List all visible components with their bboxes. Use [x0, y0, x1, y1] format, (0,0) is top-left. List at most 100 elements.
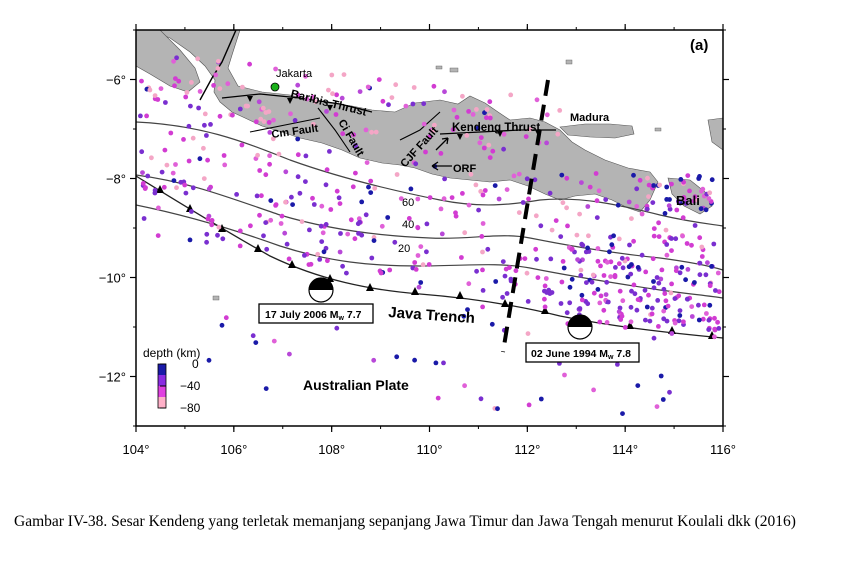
quake-dot: [676, 198, 681, 204]
quake-dot: [268, 217, 274, 223]
quake-dot: [220, 236, 226, 242]
quake-dot: [350, 184, 356, 190]
quake-dot: [250, 333, 256, 339]
quake-dot: [684, 241, 690, 246]
quake-dot: [664, 252, 670, 258]
quake-dot: [700, 316, 706, 322]
quake-dot: [442, 176, 447, 182]
quake-dot: [715, 319, 720, 325]
quake-dot: [635, 297, 641, 302]
quake-dot: [351, 132, 357, 138]
quake-dot: [411, 85, 417, 90]
quake-dot: [442, 89, 447, 95]
quake-dot: [304, 96, 310, 102]
quake-dot: [709, 264, 714, 269]
quake-dot: [410, 101, 416, 107]
quake-dot: [421, 101, 427, 107]
quake-dot: [532, 177, 538, 183]
jakarta-label: Jakarta: [276, 68, 313, 80]
quake-dot: [221, 153, 227, 158]
quake-dot: [492, 183, 498, 189]
quake-dot: [245, 103, 251, 109]
jakarta-marker: [270, 82, 280, 92]
quake-dot: [138, 113, 143, 119]
quake-dot: [707, 283, 713, 289]
quake-dot: [526, 402, 532, 408]
quake-dot: [651, 279, 656, 284]
quake-dot: [611, 233, 616, 239]
cjf-fault-line: [399, 111, 441, 141]
quake-dot: [609, 242, 615, 248]
quake-dot: [677, 308, 683, 313]
quake-dot: [303, 153, 309, 159]
quake-dot: [707, 302, 713, 308]
quake-dot: [189, 209, 194, 214]
quake-dot: [271, 117, 276, 123]
quake-dot: [334, 188, 340, 194]
quake-dot: [328, 207, 334, 212]
x-tick-label: 112°: [514, 442, 540, 457]
quake-dot: [525, 299, 531, 304]
quake-dot: [656, 280, 662, 286]
quake-dot: [560, 200, 566, 206]
quake-dot: [650, 256, 656, 262]
quake-dot: [357, 89, 363, 94]
quake-dot: [696, 317, 702, 323]
quake-dot: [627, 242, 632, 248]
quake-dot: [438, 206, 444, 212]
quake-dot: [657, 182, 662, 188]
quake-dot: [438, 151, 444, 156]
y-tick-label: −8°: [106, 172, 126, 187]
quake-dot: [542, 296, 547, 302]
quake-dot: [569, 247, 575, 252]
quake-dot: [283, 169, 289, 175]
y-tick-label: −10°: [99, 271, 126, 286]
quake-dot: [394, 172, 400, 177]
legend-segment: [158, 375, 166, 387]
quake-dot: [692, 194, 698, 200]
quake-dot: [357, 219, 362, 225]
quake-dot: [320, 230, 326, 236]
quake-dot: [217, 86, 223, 91]
quake-dot: [692, 223, 698, 228]
quake-dot: [290, 202, 295, 208]
quake-dot: [596, 188, 602, 194]
quake-dot: [394, 354, 400, 360]
quake-dot: [217, 113, 223, 119]
quake-dot: [591, 290, 597, 296]
quake-dot: [489, 321, 495, 327]
quake-dot: [586, 249, 592, 254]
quake-dot: [639, 211, 645, 217]
java-island: [149, 30, 659, 213]
quake-dot: [450, 127, 456, 132]
quake-dot: [205, 216, 211, 222]
quake-dot: [237, 243, 243, 249]
quake-dot: [618, 317, 624, 322]
quake-dot: [604, 259, 610, 265]
quake-dot: [615, 202, 621, 208]
quake-dot: [141, 216, 147, 221]
x-tick-label: 106°: [220, 442, 247, 457]
quake-dot: [263, 110, 269, 115]
quake-dot: [703, 272, 709, 278]
quake-dot: [697, 235, 703, 241]
quake-dot: [454, 114, 460, 120]
quake-dot: [594, 198, 600, 204]
quake-dot: [268, 198, 274, 204]
quake-dot: [337, 201, 343, 207]
quake-dot: [523, 134, 529, 140]
quake-dot: [561, 265, 567, 271]
quake-dot: [168, 130, 174, 136]
svg-text:17 July 2006 Mw 7.7: 17 July 2006 Mw 7.7: [265, 309, 362, 322]
quake-dot: [147, 87, 153, 93]
quake-dot: [196, 105, 202, 111]
quake-dot: [462, 383, 467, 389]
quake-dot: [480, 288, 486, 293]
quake-dot: [651, 335, 657, 341]
quake-dot: [482, 110, 487, 116]
quake-dot: [699, 188, 704, 194]
quake-dot: [295, 152, 301, 158]
quake-dot: [620, 265, 626, 271]
quake-dot: [608, 259, 614, 265]
quake-dot: [598, 263, 603, 269]
